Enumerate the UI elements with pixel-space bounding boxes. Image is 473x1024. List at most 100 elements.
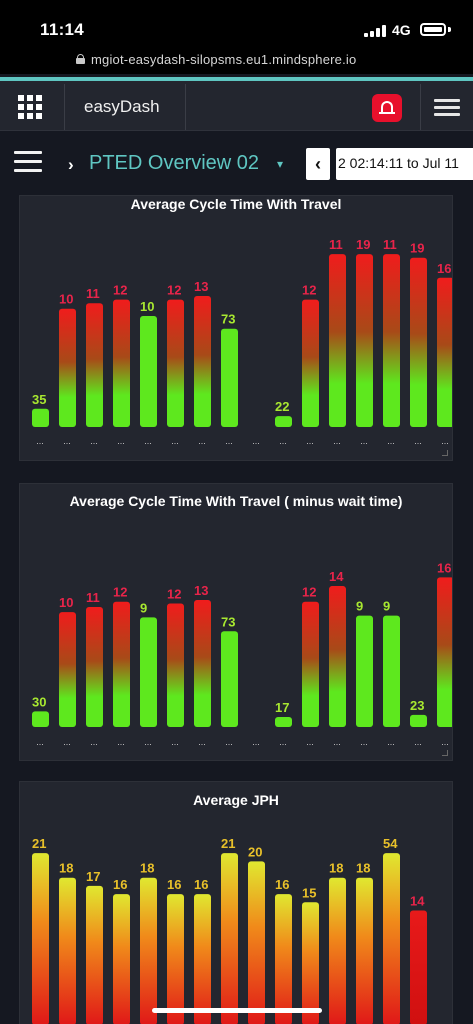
notification-bell-button[interactable] bbox=[372, 94, 402, 122]
chart-card-cycle-time-minus-wait: Average Cycle Time With Travel ( minus w… bbox=[19, 483, 453, 761]
bar[interactable] bbox=[113, 601, 130, 727]
bar[interactable] bbox=[140, 877, 157, 1024]
x-tick-label: ... bbox=[36, 436, 44, 446]
lock-icon bbox=[76, 54, 85, 64]
bar[interactable] bbox=[32, 711, 49, 727]
x-tick-label: ... bbox=[225, 436, 233, 446]
x-tick-label: ... bbox=[198, 737, 206, 747]
data-label: 12 bbox=[302, 283, 316, 298]
status-bar bbox=[0, 0, 473, 48]
data-label: 9 bbox=[140, 600, 147, 615]
bar[interactable] bbox=[302, 902, 319, 1024]
data-label: 73 bbox=[221, 312, 235, 327]
data-label: 14 bbox=[410, 893, 425, 908]
bar[interactable] bbox=[167, 894, 184, 1024]
bar[interactable] bbox=[275, 416, 292, 427]
date-range-field[interactable]: 2 02:14:11 to Jul 11 bbox=[336, 148, 473, 180]
data-label: 12 bbox=[113, 283, 127, 298]
data-label: 14 bbox=[329, 569, 344, 584]
bar[interactable] bbox=[437, 577, 453, 727]
bar[interactable] bbox=[86, 606, 103, 727]
data-label: 73 bbox=[221, 614, 235, 629]
bar[interactable] bbox=[302, 601, 319, 727]
resize-handle[interactable] bbox=[442, 750, 448, 756]
x-tick-label: ... bbox=[144, 436, 152, 446]
data-label: 16 bbox=[437, 261, 451, 276]
data-label: 30 bbox=[32, 694, 46, 709]
home-indicator[interactable] bbox=[152, 1008, 322, 1013]
x-tick-label: ... bbox=[387, 737, 395, 747]
bar[interactable] bbox=[167, 603, 184, 727]
resize-handle[interactable] bbox=[442, 450, 448, 456]
bar[interactable] bbox=[275, 894, 292, 1024]
bar[interactable] bbox=[32, 408, 49, 427]
x-tick-label: ... bbox=[441, 436, 449, 446]
previous-range-button[interactable]: ‹ bbox=[306, 148, 330, 180]
data-label: 16 bbox=[167, 877, 181, 892]
bar[interactable] bbox=[59, 877, 76, 1024]
bar[interactable] bbox=[59, 612, 76, 727]
page-title[interactable]: PTED Overview 02 bbox=[89, 152, 260, 174]
chevron-down-icon[interactable]: ▾ bbox=[277, 157, 284, 171]
bar[interactable] bbox=[194, 295, 211, 427]
bar[interactable] bbox=[410, 714, 427, 727]
x-tick-label: ... bbox=[279, 436, 287, 446]
bar[interactable] bbox=[221, 328, 238, 427]
bar[interactable] bbox=[275, 717, 292, 727]
bar[interactable] bbox=[356, 254, 373, 427]
bar[interactable] bbox=[140, 315, 157, 427]
bar[interactable] bbox=[329, 254, 346, 427]
bar[interactable] bbox=[437, 277, 453, 427]
divider bbox=[420, 84, 421, 130]
x-tick-label: ... bbox=[117, 436, 125, 446]
sidebar-toggle-icon[interactable] bbox=[14, 151, 42, 175]
url-text[interactable]: mgiot-easydash-silopsms.eu1.mindsphere.i… bbox=[91, 52, 357, 67]
bar[interactable] bbox=[167, 299, 184, 427]
x-tick-label: ... bbox=[90, 436, 98, 446]
bar[interactable] bbox=[302, 299, 319, 427]
data-label: 12 bbox=[302, 585, 316, 600]
bar[interactable] bbox=[383, 853, 400, 1024]
data-label: 23 bbox=[410, 698, 424, 713]
x-tick-label: ... bbox=[279, 737, 287, 747]
chart-title: Average Cycle Time With Travel ( minus w… bbox=[69, 493, 403, 509]
bar[interactable] bbox=[383, 254, 400, 427]
bar[interactable] bbox=[221, 853, 238, 1024]
data-label: 20 bbox=[248, 844, 262, 859]
bar[interactable] bbox=[356, 877, 373, 1024]
bar[interactable] bbox=[194, 599, 211, 727]
bar[interactable] bbox=[86, 885, 103, 1024]
bar[interactable] bbox=[410, 910, 427, 1024]
clock: 11:14 bbox=[40, 20, 85, 39]
bar[interactable] bbox=[221, 631, 238, 727]
bar[interactable] bbox=[140, 617, 157, 727]
x-tick-label: ... bbox=[117, 737, 125, 747]
bar[interactable] bbox=[356, 615, 373, 727]
bar[interactable] bbox=[86, 303, 103, 427]
bar[interactable] bbox=[32, 853, 49, 1024]
data-label: 15 bbox=[302, 885, 316, 900]
data-label: 18 bbox=[356, 861, 370, 876]
x-tick-label: ... bbox=[63, 737, 71, 747]
data-label: 12 bbox=[167, 283, 181, 298]
bar[interactable] bbox=[410, 257, 427, 427]
app-launcher-icon[interactable] bbox=[18, 95, 42, 119]
data-label: 18 bbox=[59, 861, 73, 876]
bar[interactable] bbox=[59, 308, 76, 427]
data-label: 11 bbox=[383, 237, 397, 252]
menu-icon[interactable] bbox=[434, 99, 460, 117]
bar[interactable] bbox=[113, 894, 130, 1024]
app-bar bbox=[0, 81, 473, 131]
bar[interactable] bbox=[248, 861, 265, 1024]
bar[interactable] bbox=[113, 299, 130, 427]
data-label: 21 bbox=[32, 836, 46, 851]
data-label: 10 bbox=[59, 292, 73, 307]
bar[interactable] bbox=[383, 615, 400, 727]
bar[interactable] bbox=[329, 586, 346, 727]
chevron-right-icon: › bbox=[68, 155, 74, 174]
x-tick-label: ... bbox=[414, 737, 422, 747]
bar[interactable] bbox=[329, 877, 346, 1024]
bar[interactable] bbox=[194, 894, 211, 1024]
x-tick-label: ... bbox=[144, 737, 152, 747]
